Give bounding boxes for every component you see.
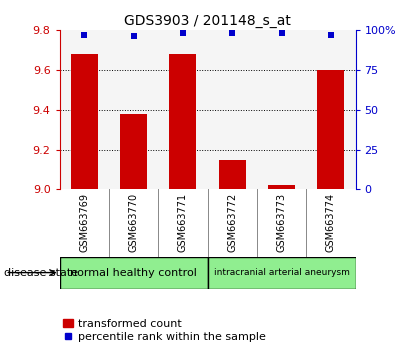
Legend: transformed count, percentile rank within the sample: transformed count, percentile rank withi…	[59, 314, 270, 347]
Bar	[169, 54, 196, 189]
Point	[81, 32, 88, 38]
Text: normal healthy control: normal healthy control	[70, 268, 197, 278]
Text: GSM663773: GSM663773	[277, 193, 286, 252]
Bar	[219, 160, 246, 189]
Bar	[71, 54, 98, 189]
Title: GDS3903 / 201148_s_at: GDS3903 / 201148_s_at	[124, 14, 291, 28]
Bar	[317, 70, 344, 189]
Bar	[60, 257, 208, 289]
Text: intracranial arterial aneurysm: intracranial arterial aneurysm	[214, 268, 349, 277]
Point	[229, 30, 236, 36]
Point	[278, 30, 285, 36]
Bar	[120, 114, 147, 189]
Text: disease state: disease state	[4, 268, 78, 278]
Text: GSM663774: GSM663774	[326, 193, 336, 252]
Text: GSM663769: GSM663769	[79, 193, 89, 252]
Text: GSM663770: GSM663770	[129, 193, 139, 252]
Point	[130, 34, 137, 39]
Bar	[208, 257, 356, 289]
Text: GSM663772: GSM663772	[227, 193, 237, 252]
Bar	[268, 185, 295, 189]
Text: GSM663771: GSM663771	[178, 193, 188, 252]
Point	[328, 32, 334, 38]
Point	[180, 30, 186, 36]
